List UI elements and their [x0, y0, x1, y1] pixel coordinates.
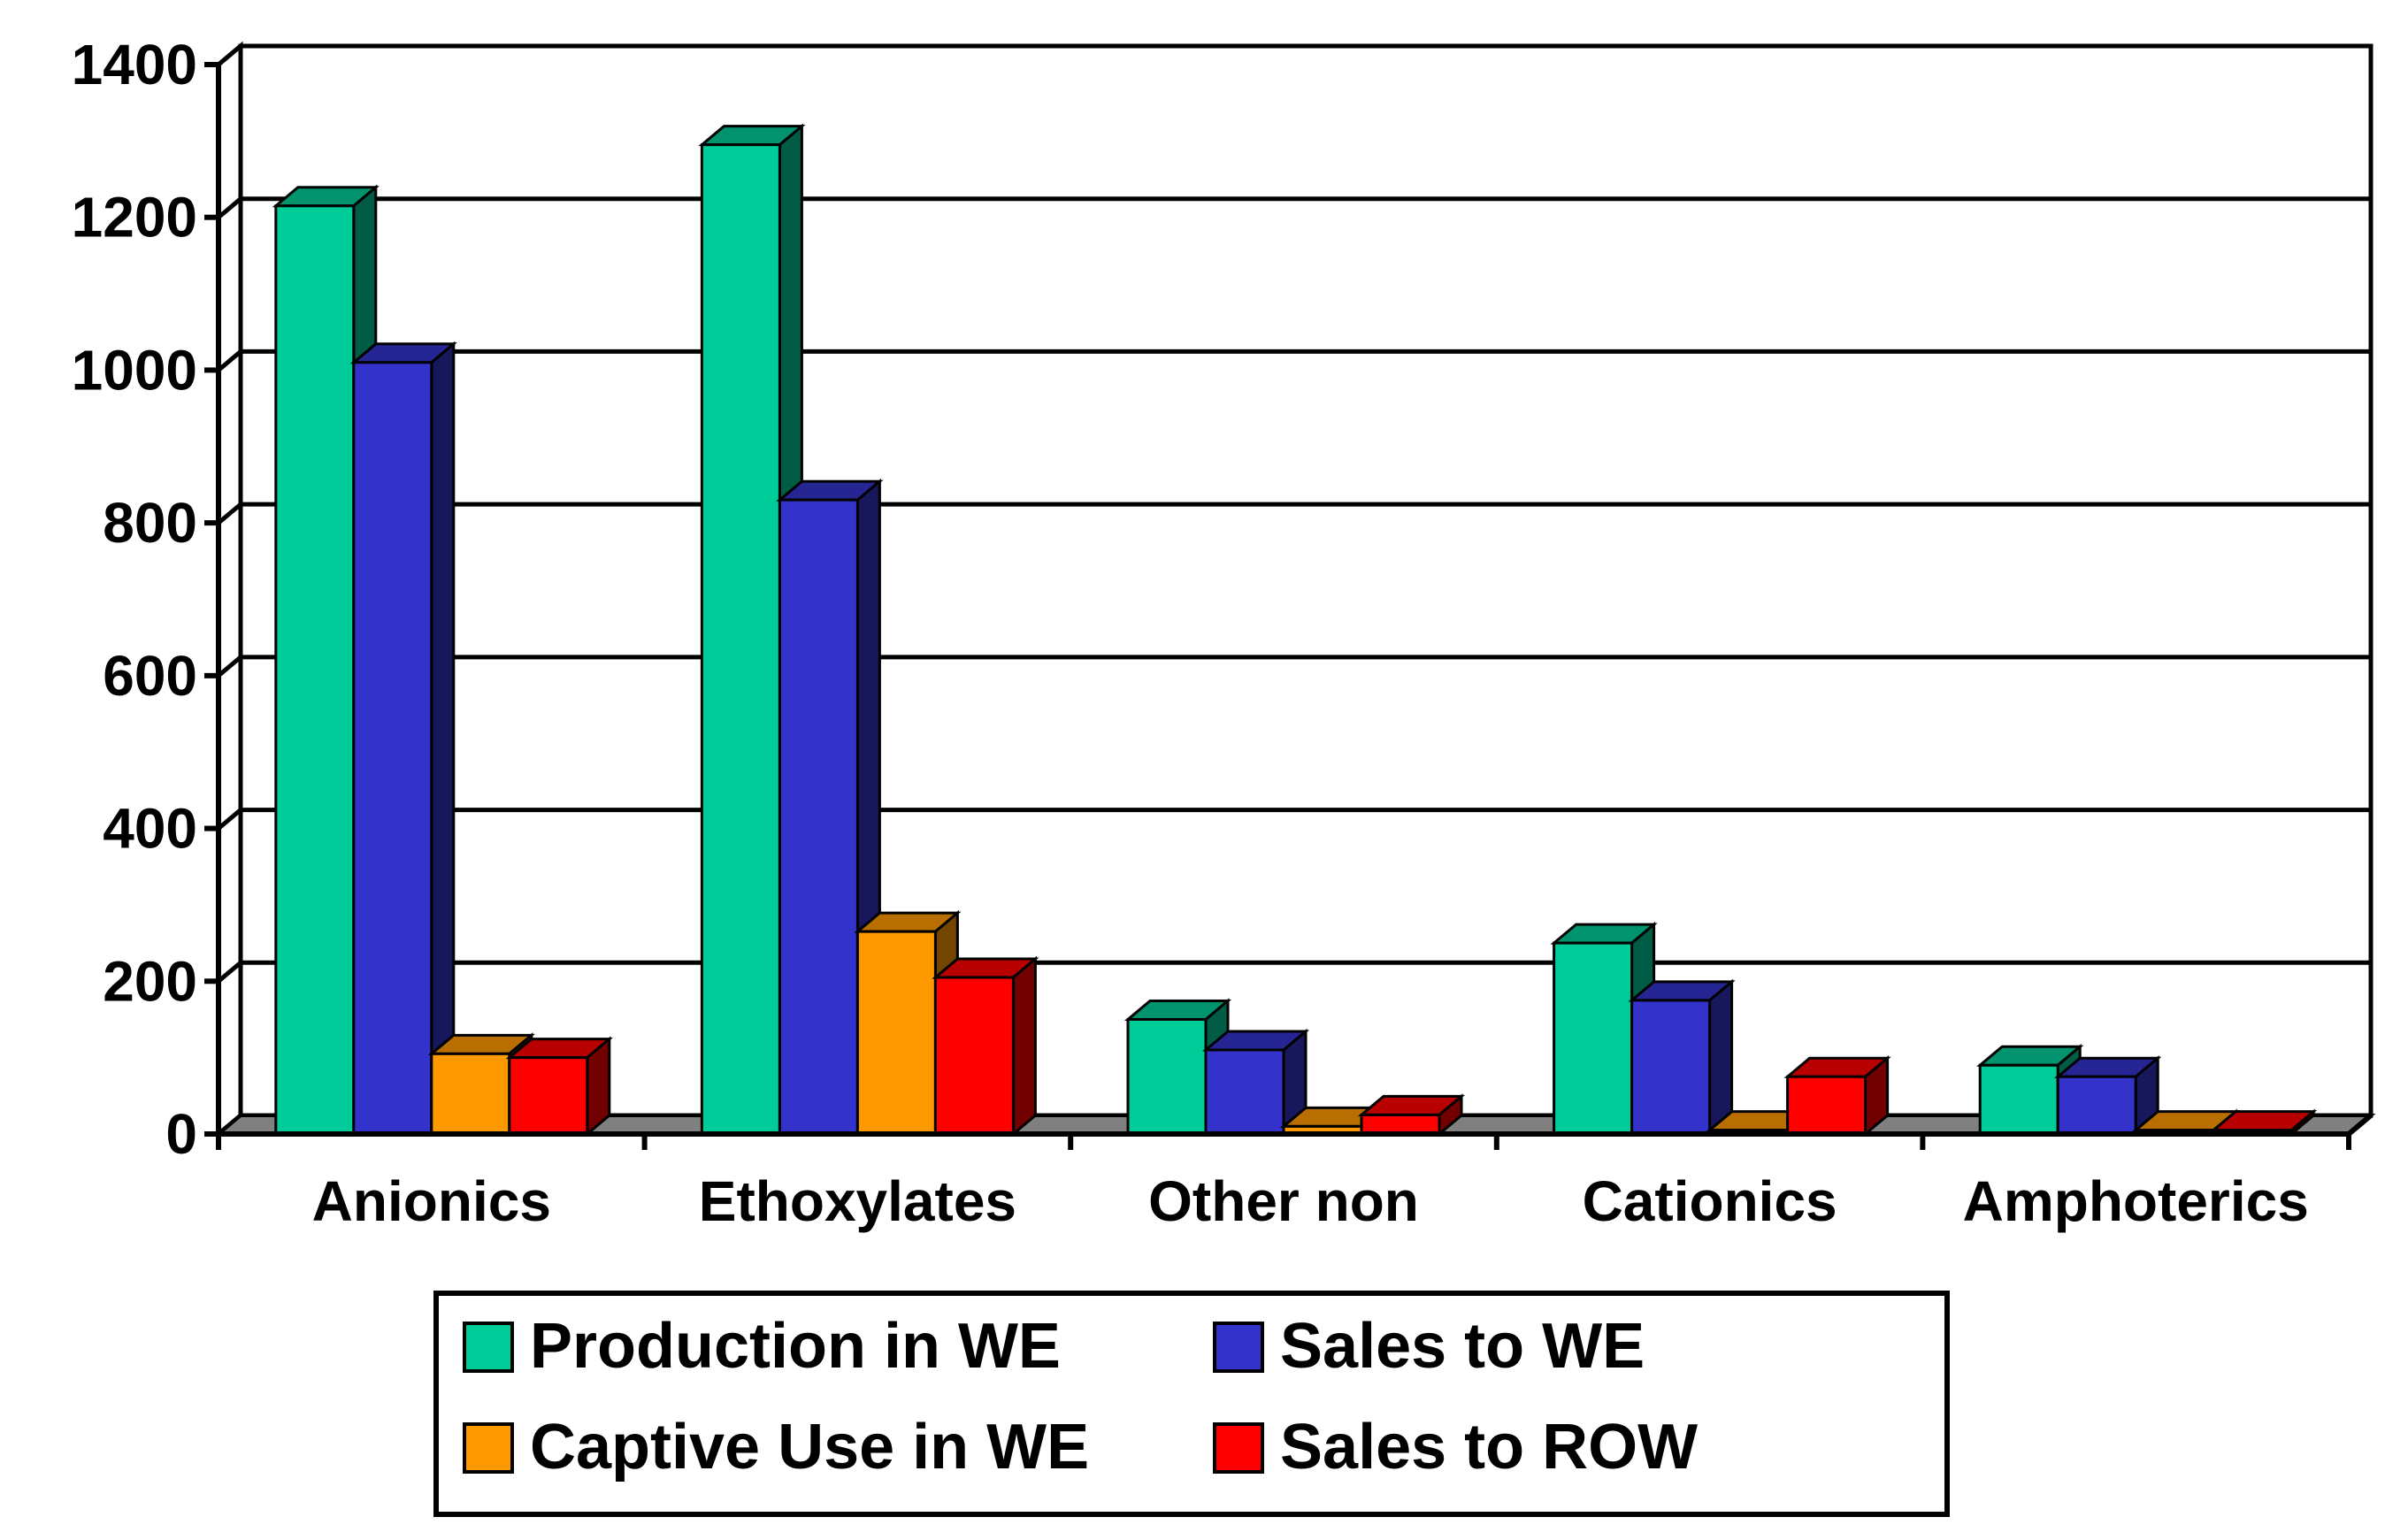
x-tick-label: Ethoxylates: [699, 1169, 1016, 1233]
bar-front: [1206, 1050, 1284, 1134]
x-tick-label: Amphoterics: [1963, 1169, 2309, 1233]
legend-swatch: [464, 1323, 512, 1371]
y-tick-label: 400: [103, 797, 197, 861]
legend-label: Sales to WE: [1280, 1311, 1645, 1382]
legend-label: Production in WE: [530, 1311, 1061, 1382]
bar-side: [587, 1039, 610, 1134]
bar-front: [1361, 1115, 1439, 1134]
bar-front: [779, 500, 857, 1134]
y-tick-label: 0: [165, 1102, 197, 1166]
bar-front: [354, 363, 432, 1134]
back-wall: [241, 46, 2371, 1115]
bar-front: [432, 1053, 510, 1134]
x-tick-label: Cationics: [1583, 1169, 1837, 1233]
bar-front: [702, 145, 779, 1134]
y-tick-label: 1400: [72, 33, 197, 96]
legend: Production in WE Sales to WE Captive Use i…: [436, 1293, 1947, 1514]
bar-front: [1554, 943, 1632, 1134]
legend-label: Captive Use in WE: [530, 1412, 1089, 1483]
bar: [1788, 1058, 1888, 1134]
bar-front: [1788, 1076, 1866, 1134]
bar: [1632, 982, 1732, 1134]
bar-front: [935, 977, 1013, 1134]
legend-item: Production in WE: [464, 1311, 1061, 1382]
y-tick-label: 600: [103, 644, 197, 708]
legend-swatch: [1215, 1424, 1262, 1472]
bar-side: [1013, 959, 1035, 1134]
bar-front: [857, 931, 935, 1134]
bar: [510, 1039, 610, 1134]
legend-label: Sales to ROW: [1280, 1412, 1698, 1483]
bar-front: [1128, 1019, 1206, 1134]
x-axis: Anionics Ethoxylates Other non Cationics Amp…: [219, 1115, 2371, 1233]
y-axis: 0 200 400 600 800 1000 1200 1400: [72, 33, 219, 1166]
y-tick-label: 1000: [72, 338, 197, 402]
bar-front: [1980, 1065, 2058, 1134]
y-tick-label: 1200: [72, 186, 197, 249]
bar-front: [1632, 1000, 1710, 1134]
bar-front: [276, 206, 354, 1134]
bar: [935, 959, 1035, 1134]
legend-swatch: [464, 1424, 512, 1472]
bar: [354, 344, 454, 1134]
y-tick-label: 800: [103, 491, 197, 555]
bar: [1361, 1096, 1461, 1134]
legend-item: Sales to ROW: [1215, 1412, 1698, 1483]
bar: [1206, 1031, 1306, 1134]
x-tick-label: Anionics: [312, 1169, 551, 1233]
y-tick-label: 200: [103, 949, 197, 1013]
x-tick-label: Other non: [1148, 1169, 1419, 1233]
bar-front: [2058, 1076, 2136, 1134]
chart-walls: [219, 46, 2371, 1134]
bar-side: [432, 344, 454, 1134]
bar-front: [510, 1058, 587, 1134]
legend-swatch: [1215, 1323, 1262, 1371]
legend-item: Captive Use in WE: [464, 1412, 1089, 1483]
bar-side: [1710, 982, 1732, 1134]
